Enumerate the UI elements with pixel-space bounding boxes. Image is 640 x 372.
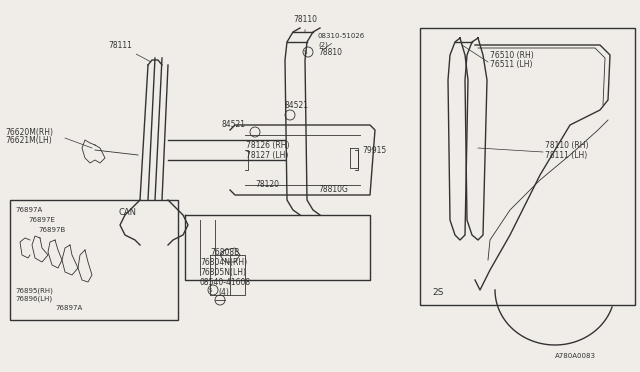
Text: 78120: 78120 xyxy=(255,180,279,189)
Text: 79915: 79915 xyxy=(362,146,387,155)
Text: (2): (2) xyxy=(318,41,328,48)
Text: 76511 (LH): 76511 (LH) xyxy=(490,60,532,69)
Text: 76896(LH): 76896(LH) xyxy=(15,295,52,301)
Text: 78127 (LH): 78127 (LH) xyxy=(246,151,289,160)
Text: 76897A: 76897A xyxy=(15,207,42,213)
Text: 78111: 78111 xyxy=(108,41,150,62)
Text: 84521: 84521 xyxy=(285,101,309,110)
Text: 78111 (LH): 78111 (LH) xyxy=(545,151,588,160)
Text: (4): (4) xyxy=(218,288,229,297)
Text: 78810G: 78810G xyxy=(318,185,348,194)
Text: 76805N(LH): 76805N(LH) xyxy=(200,268,246,277)
Text: 76895(RH): 76895(RH) xyxy=(15,287,53,294)
Text: 76804N(RH): 76804N(RH) xyxy=(200,258,247,267)
Text: 78110: 78110 xyxy=(293,15,317,32)
Text: 84521: 84521 xyxy=(222,120,246,129)
Text: A780A0083: A780A0083 xyxy=(555,353,596,359)
Bar xyxy=(420,28,635,305)
Text: 08540-41608: 08540-41608 xyxy=(200,278,251,287)
Text: 78810: 78810 xyxy=(318,48,342,57)
Text: 76897A: 76897A xyxy=(55,305,83,311)
Text: S: S xyxy=(208,288,212,292)
Text: 76808B: 76808B xyxy=(210,248,239,257)
Text: 08310-51026: 08310-51026 xyxy=(318,33,365,50)
Text: 76897B: 76897B xyxy=(38,227,65,233)
Text: S: S xyxy=(303,49,307,55)
Text: 2S: 2S xyxy=(432,288,444,297)
Text: 78126 (RH): 78126 (RH) xyxy=(246,141,289,150)
Text: 76510 (RH): 76510 (RH) xyxy=(490,51,534,60)
Text: 76897E: 76897E xyxy=(28,217,55,223)
Text: 76620M(RH): 76620M(RH) xyxy=(5,128,53,137)
Bar xyxy=(10,200,178,320)
Text: CAN: CAN xyxy=(118,208,136,217)
Text: 76621M(LH): 76621M(LH) xyxy=(5,136,52,145)
Text: 78110 (RH): 78110 (RH) xyxy=(545,141,589,150)
